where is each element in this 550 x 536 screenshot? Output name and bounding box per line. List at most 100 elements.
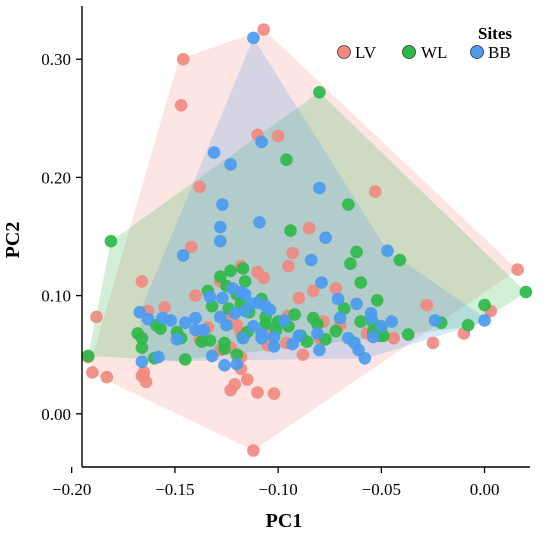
point-lv	[240, 373, 254, 386]
point-bb	[313, 181, 326, 195]
point-lv	[292, 291, 306, 305]
point-wl	[104, 234, 118, 248]
point-layer	[81, 23, 533, 457]
point-wl	[393, 253, 407, 267]
point-bb	[255, 135, 268, 149]
point-wl	[478, 298, 491, 312]
point-lv	[267, 387, 281, 401]
point-bb	[381, 244, 394, 257]
point-bb	[220, 318, 233, 332]
point-bb	[207, 146, 221, 159]
point-lv	[257, 23, 271, 36]
point-bb	[205, 349, 219, 363]
point-bb	[364, 311, 378, 325]
point-bb	[319, 231, 332, 244]
point-bb	[247, 31, 260, 45]
point-lv	[100, 370, 114, 384]
point-lv	[368, 185, 382, 198]
x-tick-label: −0.05	[362, 480, 401, 499]
point-bb	[247, 320, 260, 333]
point-bb	[311, 327, 324, 340]
point-wl	[135, 341, 149, 354]
point-bb	[152, 350, 165, 364]
point-bb	[375, 320, 388, 333]
point-lv	[174, 99, 188, 112]
point-bb	[255, 327, 268, 340]
point-bb	[170, 333, 184, 346]
x-tick-label: −0.20	[52, 480, 91, 499]
point-bb	[238, 288, 252, 301]
point-wl	[178, 353, 192, 366]
legend-label-lv: LV	[355, 43, 377, 62]
point-lv	[511, 263, 524, 276]
point-bb	[214, 220, 227, 234]
y-axis-title: PC2	[2, 222, 24, 259]
point-lv	[426, 336, 440, 350]
x-axis-title: PC1	[266, 510, 303, 532]
point-lv	[271, 129, 285, 143]
point-bb	[331, 292, 345, 306]
point-bb	[226, 282, 239, 295]
point-wl	[218, 336, 231, 350]
point-wl	[344, 257, 357, 271]
point-lv	[247, 444, 260, 457]
point-wl	[230, 348, 244, 362]
point-lv	[329, 282, 343, 295]
point-lv	[189, 289, 202, 302]
point-lv	[282, 259, 295, 273]
point-lv	[185, 240, 198, 254]
point-lv	[257, 271, 271, 285]
point-lv	[251, 386, 264, 399]
legend-label-bb: BB	[488, 43, 511, 62]
point-lv	[296, 348, 310, 362]
point-wl	[342, 198, 355, 211]
x-tick-label: −0.15	[155, 480, 194, 499]
point-wl	[224, 264, 237, 278]
legend-swatch-lv	[337, 45, 351, 59]
point-bb	[176, 249, 190, 262]
x-tick-label: 0.00	[470, 480, 500, 499]
point-bb	[141, 312, 155, 326]
point-wl	[288, 308, 301, 321]
point-bb	[203, 290, 217, 304]
point-bb	[304, 253, 318, 267]
point-bb	[385, 315, 399, 328]
point-wl	[131, 327, 144, 340]
point-bb	[135, 355, 149, 369]
point-bb	[197, 323, 211, 337]
point-lv	[139, 375, 153, 389]
point-bb	[333, 311, 347, 325]
point-wl	[354, 315, 368, 328]
y-tick-label: 0.10	[41, 287, 71, 306]
point-bb	[224, 158, 237, 171]
point-bb	[267, 330, 281, 344]
point-wl	[284, 224, 297, 237]
point-bb	[267, 340, 281, 353]
hull-layer	[88, 29, 526, 451]
point-bb	[350, 297, 363, 311]
point-bb	[228, 307, 242, 320]
point-lv	[158, 301, 171, 314]
point-bb	[352, 343, 365, 357]
point-bb	[315, 276, 328, 289]
point-bb	[178, 316, 192, 330]
point-wl	[81, 349, 95, 363]
point-bb	[218, 359, 231, 372]
point-wl	[259, 317, 273, 331]
point-wl	[214, 270, 227, 284]
point-wl	[205, 299, 219, 313]
point-bb	[164, 314, 178, 327]
point-bb	[313, 343, 326, 357]
point-lv	[224, 383, 237, 397]
y-tick-label: 0.00	[41, 405, 71, 424]
x-tick-label: −0.10	[258, 480, 297, 499]
point-lv	[86, 366, 99, 379]
point-lv	[302, 221, 316, 235]
point-wl	[461, 318, 475, 332]
point-lv	[90, 310, 103, 324]
point-lv	[286, 246, 299, 260]
point-bb	[278, 314, 291, 327]
legend-swatch-bb	[470, 45, 484, 59]
point-lv	[135, 275, 149, 288]
